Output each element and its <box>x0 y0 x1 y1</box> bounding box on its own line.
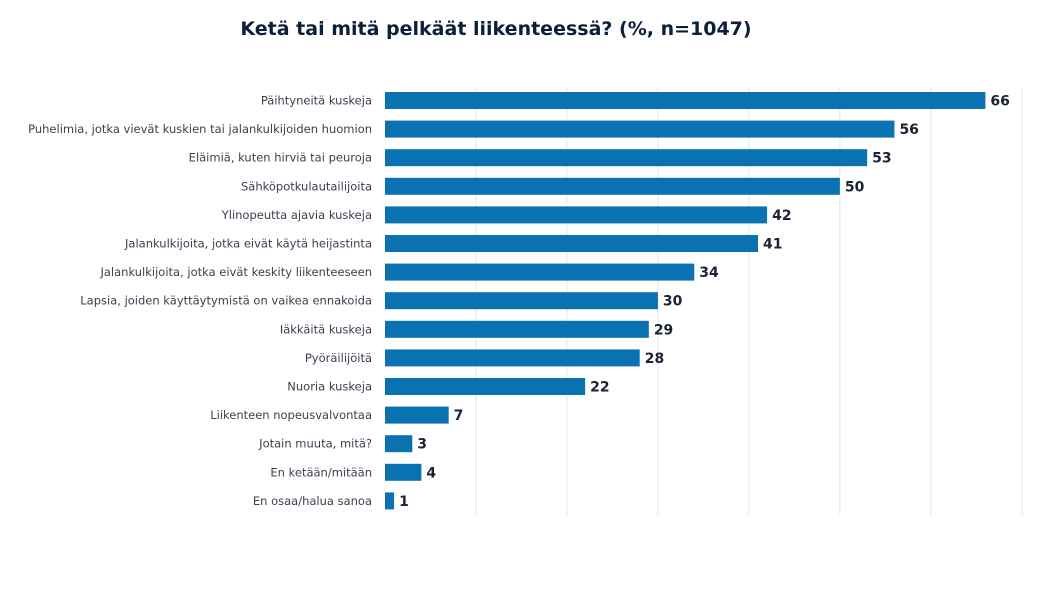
value-label: 30 <box>663 294 683 310</box>
category-label: Jotain muuta, mitä? <box>258 437 372 451</box>
bar <box>385 406 449 424</box>
bars <box>385 92 986 510</box>
category-label: Eläimiä, kuten hirviä tai peuroja <box>189 151 372 165</box>
bar <box>385 492 395 510</box>
category-label: Nuoria kuskeja <box>287 380 372 394</box>
bar <box>385 235 758 252</box>
category-label: Sähköpotkulautailijoita <box>241 179 372 193</box>
value-label: 7 <box>454 408 464 424</box>
value-label: 1 <box>399 494 409 510</box>
bar <box>385 435 413 453</box>
bar <box>385 292 658 310</box>
value-label: 28 <box>645 351 664 367</box>
bar <box>385 120 895 138</box>
category-label: Jalankulkijoita, jotka eivät keskity lii… <box>99 265 372 279</box>
category-label: Puhelimia, jotka vievät kuskien tai jala… <box>28 122 372 136</box>
category-label: En osaa/halua sanoa <box>253 494 372 508</box>
value-label: 22 <box>590 380 609 396</box>
category-label: Liikenteen nopeusvalvontaa <box>210 408 372 422</box>
bar <box>385 463 422 481</box>
bar <box>385 349 640 367</box>
bar <box>385 320 649 338</box>
value-label: 42 <box>772 208 791 224</box>
category-label: Lapsia, joiden käyttäytymistä on vaikea … <box>80 294 372 308</box>
bar <box>385 263 695 281</box>
bar <box>385 92 986 109</box>
category-label: Pyöräilijöitä <box>305 351 372 365</box>
value-label: 53 <box>872 151 891 167</box>
bar <box>385 206 768 224</box>
category-label: Jalankulkijoita, jotka eivät käytä heija… <box>124 237 372 251</box>
value-label: 34 <box>699 265 719 281</box>
category-label: Päihtyneitä kuskeja <box>261 94 372 108</box>
category-labels: Päihtyneitä kuskeja Puhelimia, jotka viev… <box>28 94 372 508</box>
category-label: Ylinopeutta ajavia kuskeja <box>221 208 372 222</box>
value-label: 3 <box>417 437 427 453</box>
value-label: 56 <box>899 122 918 138</box>
category-label: En ketään/mitään <box>270 465 372 479</box>
value-label: 66 <box>990 94 1009 110</box>
category-label: Iäkkäitä kuskeja <box>280 322 372 336</box>
bar <box>385 149 868 167</box>
bar <box>385 177 840 195</box>
value-label: 29 <box>654 322 673 338</box>
value-label: 50 <box>845 179 865 195</box>
value-label: 41 <box>763 237 782 253</box>
chart-title: Ketä tai mitä pelkäät liikenteessä? (%, … <box>240 18 752 40</box>
value-label: 4 <box>426 465 436 481</box>
bar <box>385 378 586 395</box>
